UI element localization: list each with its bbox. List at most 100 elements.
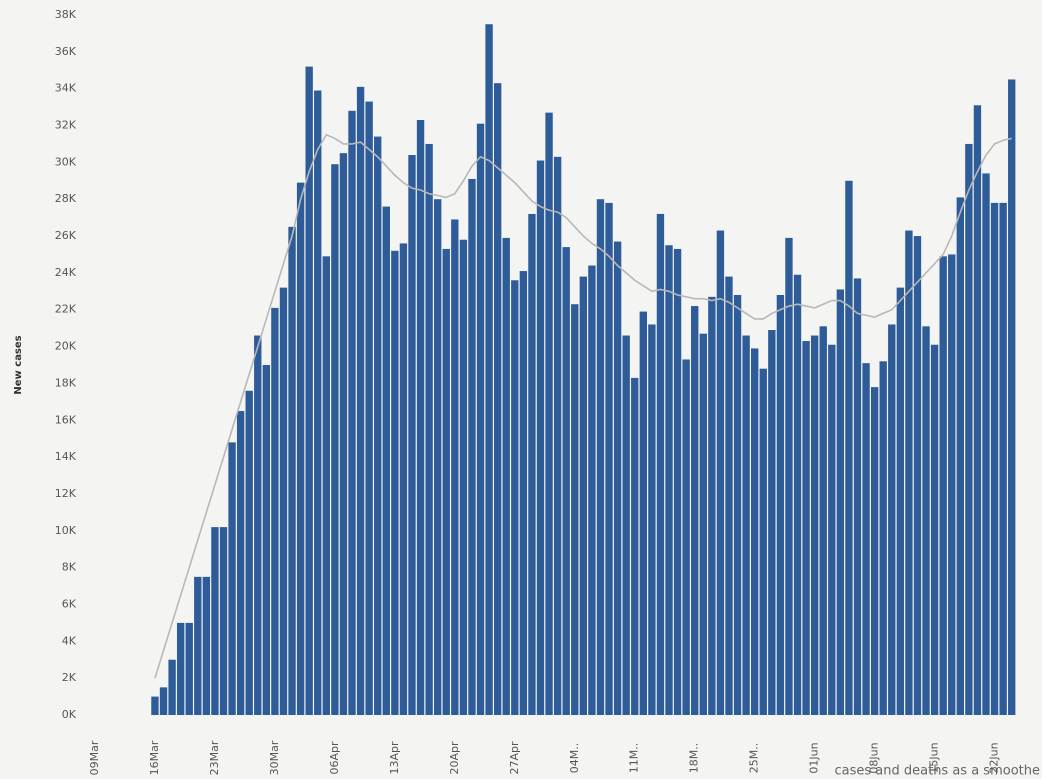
bar <box>254 335 262 715</box>
bar <box>305 66 313 715</box>
x-tick-label: 22Jun <box>988 742 1001 773</box>
bar <box>956 197 964 716</box>
bar <box>759 368 767 715</box>
bar <box>999 202 1007 716</box>
bar <box>648 324 656 715</box>
bar <box>751 348 759 715</box>
bar <box>870 387 879 715</box>
x-tick-label: 06Apr <box>328 741 341 775</box>
bar <box>639 311 647 715</box>
x-tick-label: 09Mar <box>88 740 101 775</box>
x-tick-label: 30Mar <box>268 740 281 775</box>
bar <box>236 411 245 715</box>
bar <box>939 256 947 715</box>
x-tick-label: 13Apr <box>388 741 401 775</box>
bar <box>682 359 690 715</box>
bar <box>631 377 639 715</box>
bar <box>742 335 750 715</box>
y-tick-label: 34K <box>55 82 77 95</box>
y-tick-label: 24K <box>55 266 77 279</box>
bar <box>793 274 802 715</box>
bar <box>896 287 905 715</box>
x-tick-label: 11M.. <box>628 743 641 773</box>
bar <box>588 265 596 715</box>
x-tick-label: 23Mar <box>208 740 221 775</box>
bar <box>425 143 433 715</box>
y-tick-label: 28K <box>55 192 77 205</box>
bar <box>656 213 665 715</box>
bar <box>519 271 528 715</box>
bar <box>828 344 836 715</box>
y-tick-label: 6K <box>62 597 77 610</box>
bar <box>185 622 193 715</box>
bar <box>194 576 202 715</box>
y-tick-label: 8K <box>62 561 77 574</box>
bar <box>279 287 288 715</box>
bar <box>990 202 999 716</box>
bar <box>502 237 510 716</box>
bar <box>948 254 956 715</box>
bar <box>579 276 588 715</box>
y-tick-label: 10K <box>55 524 77 537</box>
bar <box>202 576 211 715</box>
bar <box>356 86 365 715</box>
bar <box>888 324 896 715</box>
bar <box>973 105 982 715</box>
bar <box>836 289 845 715</box>
bar <box>905 230 913 716</box>
bar <box>228 442 236 715</box>
bar <box>699 333 707 715</box>
bar <box>511 280 519 715</box>
bar <box>691 306 699 715</box>
bar <box>176 622 185 715</box>
bar <box>536 160 545 716</box>
bar <box>528 213 536 715</box>
bar <box>245 390 253 715</box>
bar <box>571 304 579 715</box>
y-tick-label: 14K <box>55 450 77 463</box>
bar <box>434 199 442 716</box>
bar <box>879 361 887 715</box>
y-tick-label: 18K <box>55 376 77 389</box>
bar <box>168 659 176 715</box>
x-tick-label: 18M.. <box>688 743 701 773</box>
bar <box>922 326 930 715</box>
y-tick-label: 26K <box>55 229 77 242</box>
x-tick-label: 25M.. <box>748 743 761 773</box>
bar <box>382 206 390 715</box>
bar <box>708 296 716 715</box>
bar <box>442 248 450 715</box>
y-axis-title: New cases <box>13 335 24 394</box>
bar <box>416 120 425 715</box>
y-tick-label: 4K <box>62 634 77 647</box>
footnote: cases and deaths as a smoothe <box>835 764 1041 779</box>
bar <box>553 156 562 715</box>
y-tick-label: 20K <box>55 340 77 353</box>
x-tick-label: 20Apr <box>448 741 461 775</box>
bar <box>982 173 990 716</box>
bar <box>339 153 348 715</box>
x-tick-label: 08Jun <box>868 742 881 773</box>
bar <box>399 243 408 715</box>
y-tick-label: 2K <box>62 671 77 684</box>
x-tick-label: 27Apr <box>508 741 521 775</box>
bar <box>853 278 862 715</box>
bar <box>613 241 622 715</box>
bar <box>365 101 373 715</box>
bar <box>965 143 973 715</box>
x-tick-label: 16Mar <box>148 740 161 775</box>
bar <box>451 219 459 715</box>
bar <box>493 83 502 715</box>
bar <box>408 155 416 715</box>
y-tick-label: 12K <box>55 487 77 500</box>
y-tick-label: 36K <box>55 45 77 58</box>
bar <box>733 295 742 715</box>
bar <box>913 236 922 716</box>
bar <box>159 687 168 715</box>
bar <box>374 136 382 715</box>
bar <box>314 90 322 716</box>
bar <box>725 276 733 715</box>
bar <box>1008 79 1016 715</box>
bar <box>862 363 870 715</box>
bar <box>930 344 939 715</box>
